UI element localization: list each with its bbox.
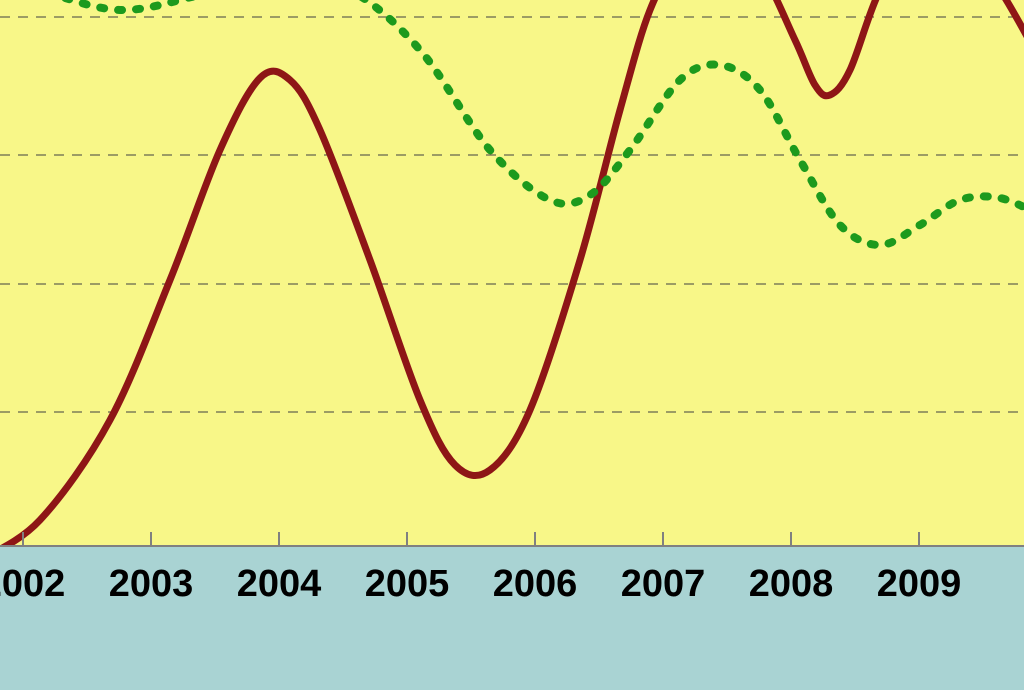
x-axis-label: 2003 (109, 563, 194, 605)
x-axis-label: 2007 (621, 563, 706, 605)
x-axis-label: 2005 (365, 563, 450, 605)
x-axis-label: 2009 (877, 563, 962, 605)
x-axis-label: 2004 (237, 563, 322, 605)
chart-svg: 2002200320042005200620072008200920 (0, 0, 1024, 690)
x-axis-label: 2006 (493, 563, 578, 605)
x-axis-label: 2002 (0, 563, 65, 605)
line-chart: 2002200320042005200620072008200920 (0, 0, 1024, 690)
x-axis-label: 2008 (749, 563, 834, 605)
